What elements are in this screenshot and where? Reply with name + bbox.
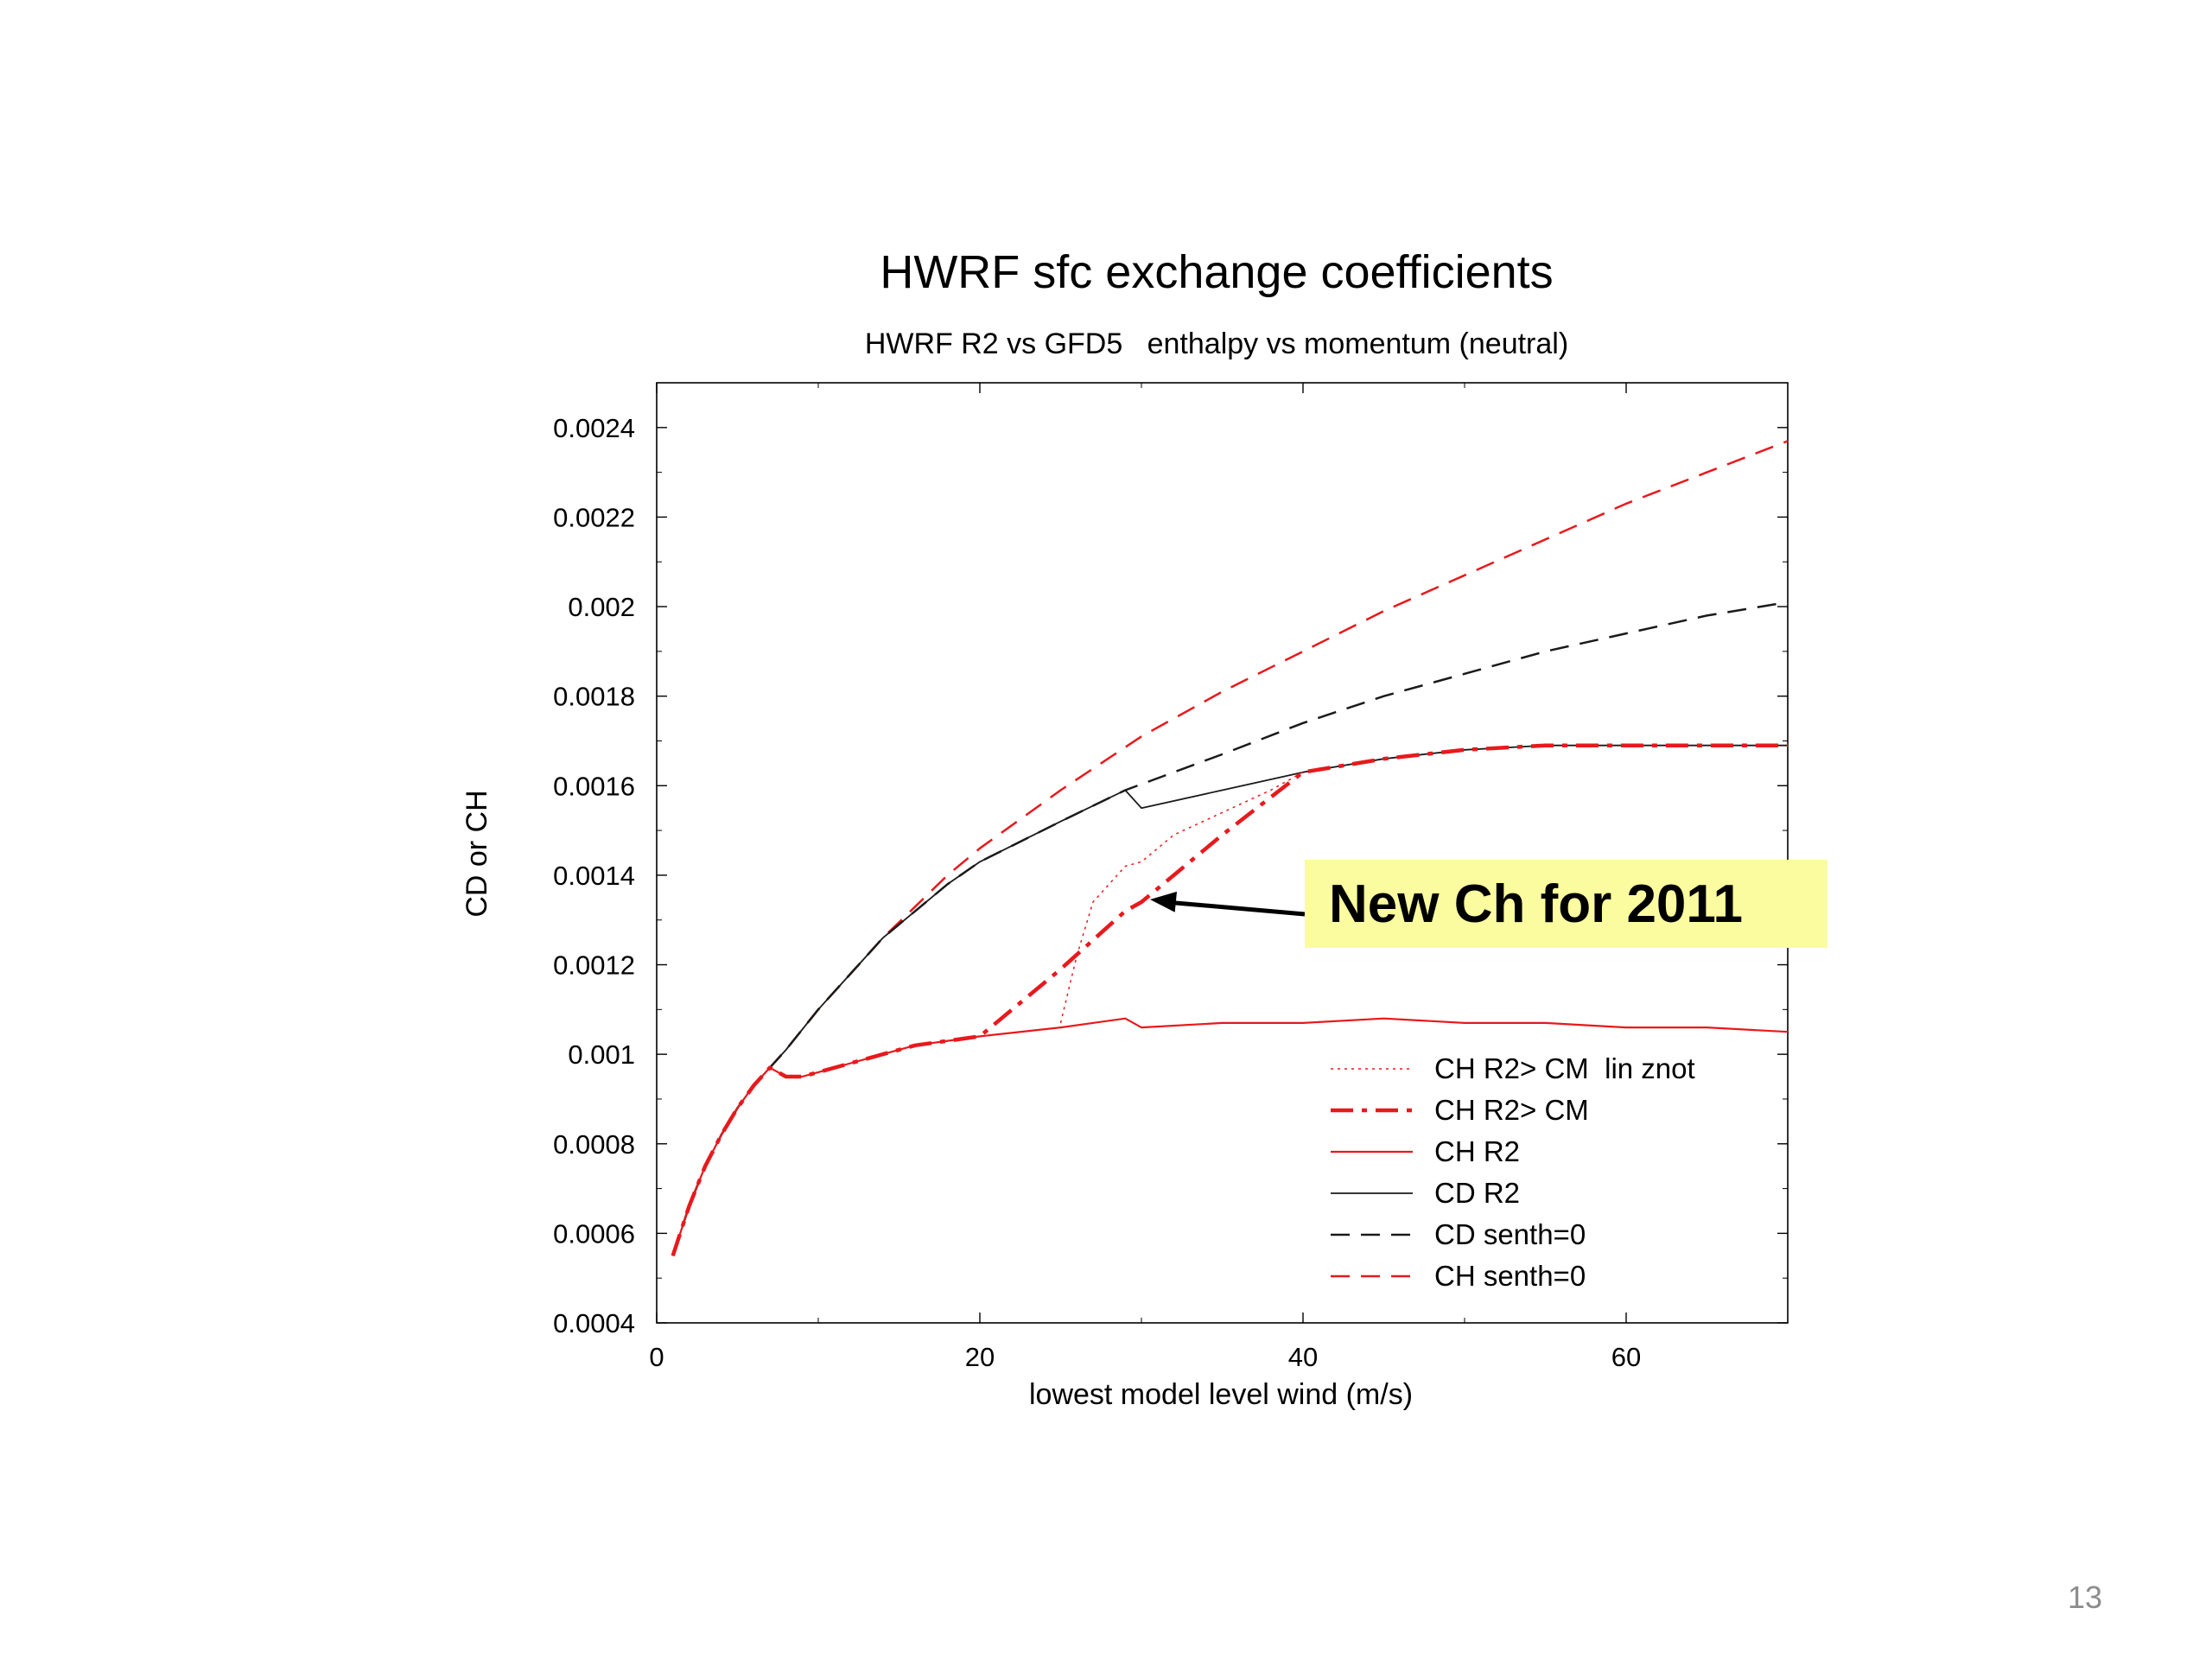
series-layer [671,440,1789,1257]
x-tick-label: 60 [1611,1342,1641,1372]
annotation-text: New Ch for 2011 [1329,874,1743,934]
plot-axes: 0.0004 0.0006 0.0008 0.001 0.0012 0.0014 0.001… [553,382,1789,1372]
y-tick-label: 0.0012 [553,950,635,981]
y-tick-label: 0.0016 [553,771,635,801]
series-line-ch-senth-0 [671,440,1789,1256]
y-tick-label: 0.0024 [553,413,635,443]
y-tick-label: 0.0014 [553,861,635,891]
arrow-shaft [1165,899,1306,917]
plot-frame [656,382,1789,1324]
chart-title: HWRF sfc exchange coefficients [880,246,1553,298]
y-tick-label: 0.0018 [553,682,635,712]
arrow-head [1150,891,1177,912]
annotation-arrow [1150,891,1306,917]
y-tick-label: 0.0008 [553,1129,635,1160]
y-tick-label: 0.0006 [553,1218,635,1249]
legend: CH R2> CM lin znot CH R2> CM CH R2 CD R2 CD … [1331,1052,1695,1292]
y-tick-label: 0.0022 [553,502,635,532]
legend-label: CD senth=0 [1434,1218,1586,1250]
legend-label: CD R2 [1434,1177,1520,1209]
legend-label: CH senth=0 [1434,1260,1586,1292]
series-line-ch-r2-cm [671,743,1788,1257]
legend-label: CH R2> CM lin znot [1434,1052,1695,1084]
x-tick-label: 20 [965,1342,995,1372]
x-tick-label: 40 [1288,1342,1318,1372]
series-line-ch-r2-cm-lin-znot [1059,772,1304,1024]
y-tick-label: 0.0004 [553,1308,635,1338]
x-tick-label: 0 [649,1342,664,1372]
legend-label: CH R2 [1434,1135,1520,1167]
y-tick-label: 0.001 [568,1039,635,1070]
y-tick-label: 0.002 [568,592,635,622]
x-axis-label: lowest model level wind (m/s) [1029,1378,1413,1411]
chart-subtitle: HWRF R2 vs GFD5 enthalpy vs momentum (ne… [865,327,1568,360]
legend-label: CH R2> CM [1434,1094,1589,1126]
annotation-box: New Ch for 2011 [1305,860,1827,948]
y-axis-label: CD or CH [461,790,493,917]
series-line-cd-r2 [671,744,1788,1256]
slide-number: 13 [2067,1580,2102,1615]
